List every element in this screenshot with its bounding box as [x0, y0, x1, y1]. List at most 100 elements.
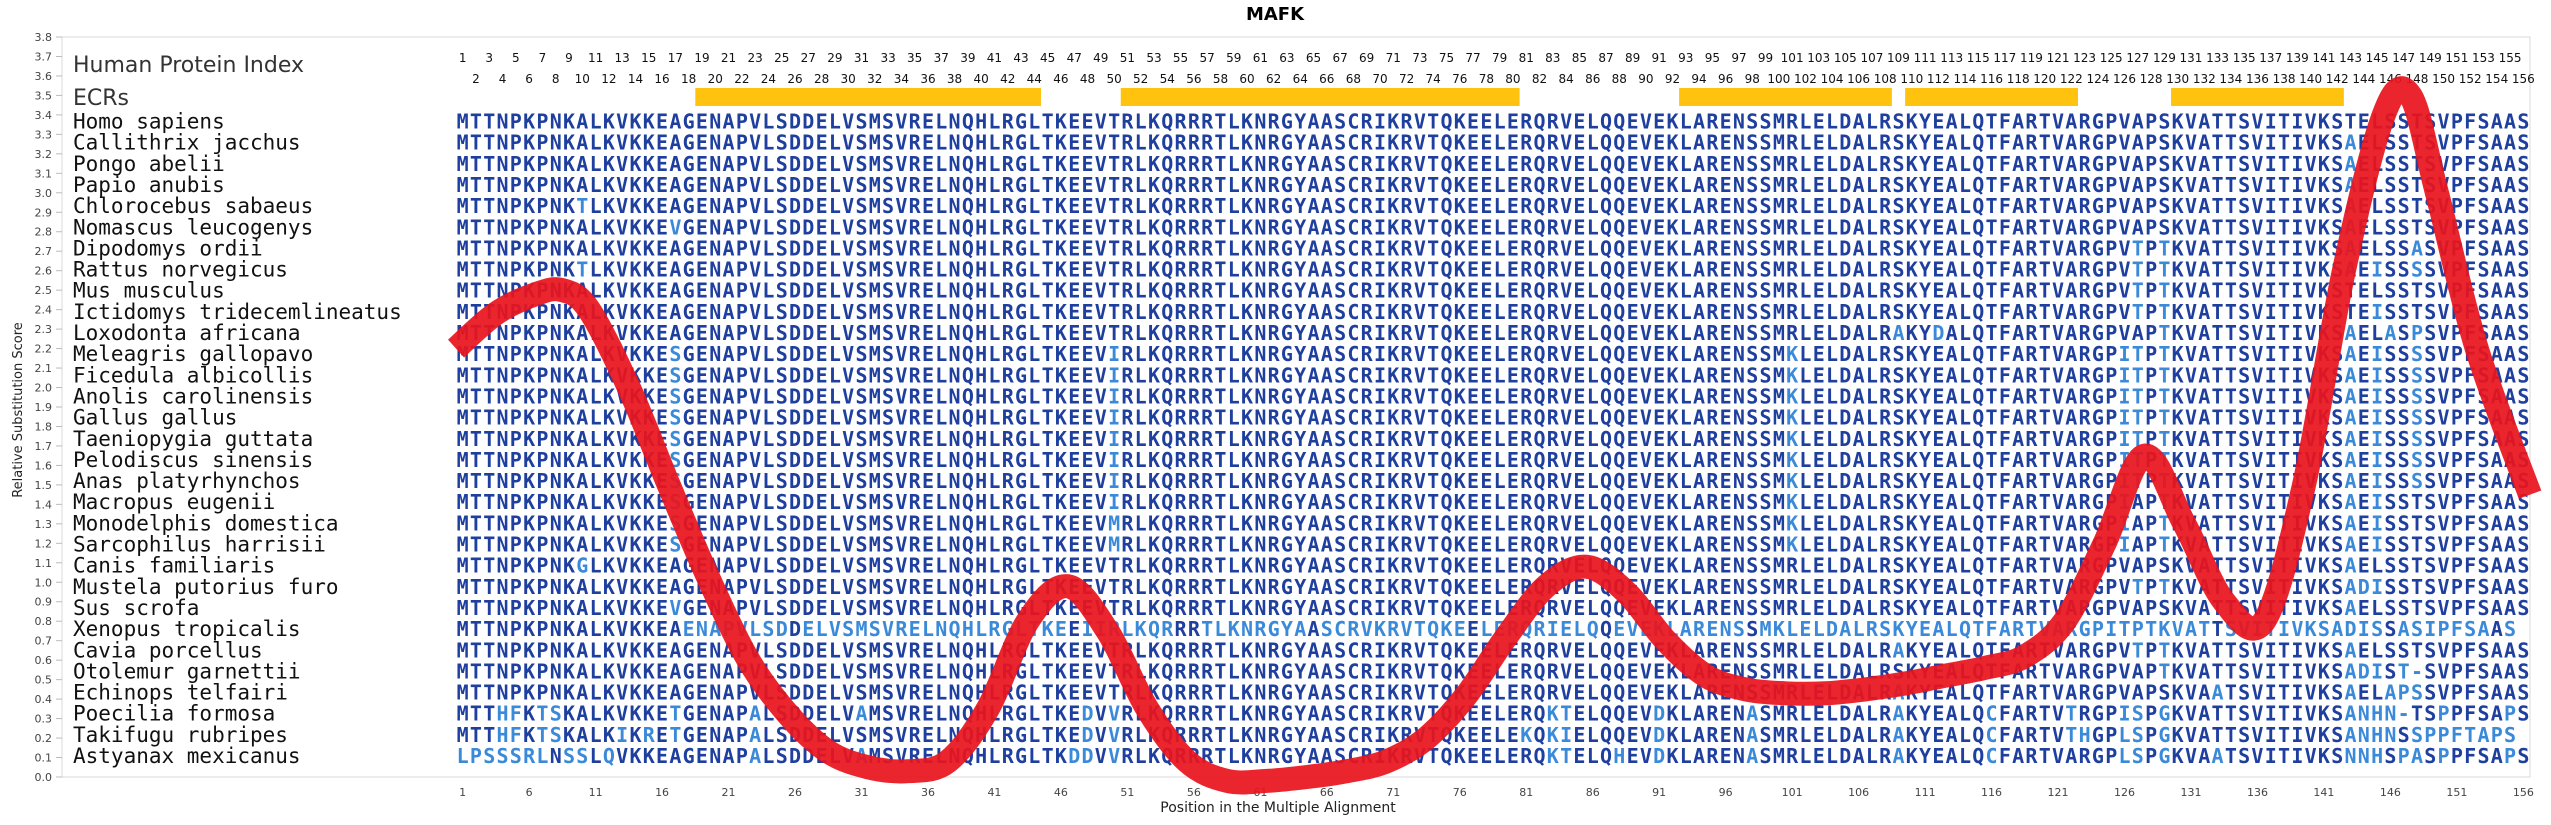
residue: V [2185, 152, 2197, 176]
residue: A [2491, 152, 2503, 176]
index-number: 14 [628, 72, 643, 86]
residue: L [1866, 152, 1878, 176]
residue: P [536, 152, 548, 176]
residue: A [1321, 152, 1333, 176]
y-tick-label: 3.6 [35, 70, 53, 83]
sequence-row: MTTNPKPNKALKVKKEAGENAPVLSDDELVSMSVRELNQH… [457, 173, 2530, 197]
index-number: 82 [1532, 72, 1547, 86]
residue: V [895, 152, 907, 176]
index-number: 28 [814, 72, 829, 86]
residue: A [2491, 131, 2503, 155]
residue: E [1932, 173, 1944, 197]
residue: S [2517, 596, 2529, 620]
index-number: 107 [1860, 51, 1883, 65]
residue: S [2477, 110, 2489, 134]
residue: R [1786, 131, 1799, 155]
index-number: 50 [1106, 72, 1121, 86]
residue: Q [1613, 173, 1625, 197]
residue: R [1188, 131, 1201, 155]
residue: V [842, 152, 854, 176]
index-number: 141 [2312, 51, 2335, 65]
species-label: Taeniopygia guttata [73, 427, 313, 451]
residue: H [975, 173, 987, 197]
residue: T [2212, 173, 2224, 197]
residue: E [1720, 131, 1732, 155]
residue: S [1334, 194, 1346, 218]
residue: E [1068, 173, 1080, 197]
residue: D [789, 173, 801, 197]
residue: P [510, 194, 522, 218]
index-number: 126 [2113, 72, 2136, 86]
y-tick-label: 1.8 [35, 420, 53, 433]
residue: V [616, 131, 628, 155]
residue: N [709, 194, 721, 218]
residue: S [2158, 110, 2170, 134]
index-number: 56 [1186, 72, 1201, 86]
x-tick-label: 126 [2114, 786, 2135, 799]
index-number: 91 [1652, 51, 1667, 65]
residue: A [1853, 152, 1865, 176]
residue: N [709, 173, 721, 197]
index-number: 128 [2140, 72, 2163, 86]
residue: V [2251, 131, 2263, 155]
residue: A [1853, 110, 1865, 134]
residue: R [1201, 131, 1214, 155]
residue: S [2158, 131, 2170, 155]
residue: M [457, 131, 469, 155]
index-number: 100 [1767, 72, 1790, 86]
residue: R [1879, 110, 1892, 134]
index-number: 133 [2206, 51, 2229, 65]
residue: N [497, 131, 509, 155]
index-number: 94 [1691, 72, 1706, 86]
residue: V [2438, 110, 2450, 134]
residue: R [1547, 131, 1560, 155]
residue: R [1121, 194, 1134, 218]
residue: F [2464, 173, 2476, 197]
residue: R [1361, 194, 1374, 218]
residue: L [1680, 131, 1692, 155]
index-number: 54 [1160, 72, 1175, 86]
species-label: Anas platyrhynchos [73, 469, 301, 493]
residue: E [656, 110, 668, 134]
residue: E [1507, 173, 1519, 197]
residue: S [855, 152, 867, 176]
residue: E [1467, 110, 1479, 134]
index-number: 80 [1505, 72, 1520, 86]
residue: R [1002, 131, 1015, 155]
residue: E [1480, 110, 1492, 134]
index-number: 31 [854, 51, 869, 65]
residue: L [1028, 152, 1040, 176]
residue: N [709, 131, 721, 155]
index-number: 53 [1146, 51, 1161, 65]
residue: S [2331, 152, 2343, 176]
index-number: 88 [1612, 72, 1627, 86]
residue: V [749, 152, 761, 176]
residue: S [1892, 131, 1904, 155]
residue: K [563, 194, 575, 218]
residue: Q [1613, 110, 1625, 134]
index-number: 96 [1718, 72, 1733, 86]
residue: E [816, 194, 828, 218]
residue: L [1680, 173, 1692, 197]
residue: M [1773, 152, 1785, 176]
residue: V [1640, 152, 1652, 176]
residue: A [1853, 173, 1865, 197]
index-number: 33 [880, 51, 895, 65]
residue: T [2225, 173, 2237, 197]
index-number: 74 [1426, 72, 1441, 86]
residue: K [1148, 194, 1160, 218]
residue: K [1387, 194, 1399, 218]
residue: G [1015, 110, 1027, 134]
residue: V [1095, 131, 1107, 155]
index-number: 67 [1332, 51, 1347, 65]
residue: E [1653, 173, 1665, 197]
residue: K [1387, 110, 1399, 134]
residue: Q [1600, 152, 1612, 176]
residue: E [1573, 173, 1585, 197]
residue: E [1081, 131, 1093, 155]
residue: A [576, 173, 588, 197]
residue: P [736, 173, 748, 197]
residue: T [1042, 131, 1054, 155]
residue: K [603, 131, 615, 155]
